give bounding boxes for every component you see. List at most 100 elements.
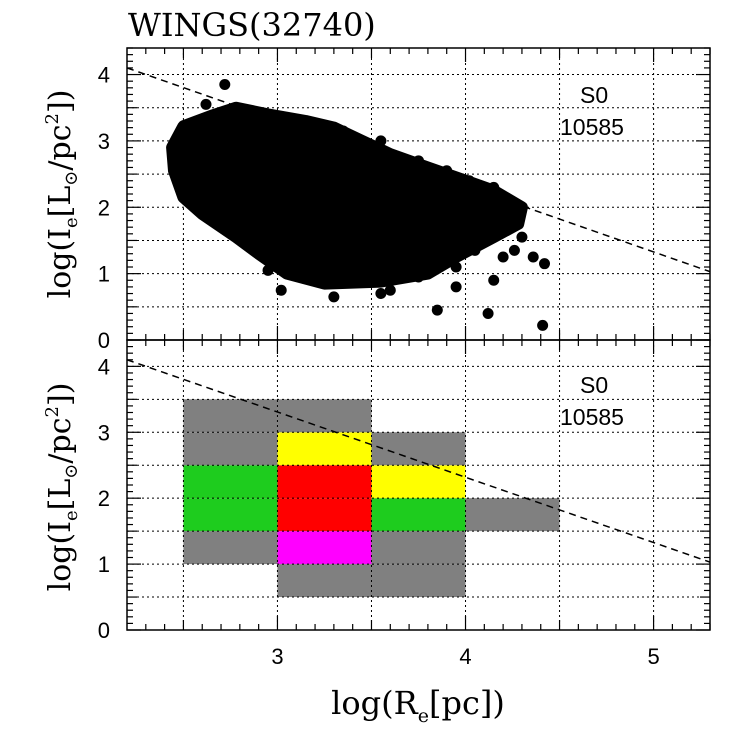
scatter-point	[375, 135, 387, 147]
top-ylabel-text: log(Ie[L⊙/pc2])	[42, 90, 82, 299]
y-tick-label: 3	[98, 420, 110, 445]
top-class-label: S0	[580, 82, 608, 108]
heatmap-cell-green	[371, 498, 466, 532]
heatmap-cell-green	[183, 498, 278, 532]
scatter-point	[413, 271, 424, 283]
chart-title: WINGS(32740)	[128, 6, 376, 44]
top-reference-line	[126, 67, 711, 273]
scatter-point	[281, 254, 293, 266]
heatmap-cell-grey	[371, 531, 466, 565]
y-tick-label: 2	[98, 486, 110, 511]
scatter-point	[375, 288, 387, 300]
bottom-panel: 0 1 2 3 4 3 4 5 S0 10585	[98, 339, 711, 669]
scatter-point	[174, 142, 186, 154]
scatter-point	[516, 231, 528, 243]
scatter-point	[337, 125, 349, 137]
y-tick-label: 0	[98, 618, 110, 643]
scatter-point	[192, 185, 204, 197]
scatter-point	[206, 201, 218, 213]
scatter-point	[224, 218, 236, 230]
scatter-point	[384, 284, 396, 296]
heatmap-cell-grey	[183, 432, 278, 466]
heatmap-cell-grey	[465, 498, 560, 532]
scatter-point	[300, 115, 312, 127]
reference-line	[126, 67, 711, 273]
scatter-point	[243, 238, 255, 250]
scatter-point	[219, 79, 231, 90]
scatter-point	[328, 291, 340, 303]
scatter-point	[356, 264, 368, 276]
y-tick-label: 0	[98, 328, 110, 353]
scatter-point	[208, 112, 220, 124]
heatmap-cell-yellow	[277, 432, 372, 466]
scatter-point	[463, 175, 475, 187]
heatmap-cell-grey	[183, 399, 278, 433]
heatmap-cell-yellow	[371, 465, 466, 499]
heatmap-cell-magenta	[277, 531, 372, 565]
scatter-point	[234, 205, 246, 217]
scatter-point	[482, 307, 494, 319]
y-tick-label: 1	[98, 262, 110, 287]
reference-line	[126, 359, 711, 563]
scatter-point	[497, 251, 509, 263]
xlabel: log(Re[pc])	[331, 684, 505, 727]
heatmap-cell-grey	[277, 399, 372, 433]
scatter-point	[431, 304, 443, 316]
scatter-point	[431, 201, 443, 213]
bottom-ticks: 0 1 2 3 4 3 4 5	[98, 339, 711, 669]
scatter-point	[488, 181, 500, 193]
heatmap-cell-green	[183, 465, 278, 499]
x-tick-label: 3	[271, 644, 283, 669]
scatter-point	[187, 128, 199, 140]
heatmap-cell-grey	[371, 564, 466, 598]
bottom-reference-line	[126, 359, 711, 563]
bottom-class-label: S0	[580, 372, 608, 398]
scatter-point	[262, 108, 274, 120]
heatmap-cells	[183, 399, 560, 598]
scatter-point	[262, 264, 274, 276]
y-tick-label: 1	[98, 552, 110, 577]
scatter-point	[450, 281, 462, 293]
scatter-point	[488, 274, 500, 286]
y-tick-label: 4	[98, 63, 110, 88]
scatter-point	[469, 244, 481, 256]
scatter-point	[234, 110, 246, 122]
scatter-point	[309, 268, 321, 280]
top-ylabel: log(Ie[L⊙/pc2])	[42, 90, 82, 299]
bottom-ylabel: log(Ie[L⊙/pc2])	[42, 383, 82, 592]
scatter-point	[328, 274, 340, 286]
scatter-point	[539, 258, 551, 270]
heatmap-cell-grey	[277, 564, 372, 598]
scatter-point	[275, 284, 287, 296]
y-tick-label: 2	[98, 195, 110, 220]
scatter-point	[403, 248, 415, 260]
scatter-point	[253, 228, 265, 240]
scatter-point	[450, 261, 462, 273]
scatter-point	[527, 251, 539, 263]
scatter-point	[497, 201, 509, 213]
scatter-point	[181, 161, 193, 173]
x-tick-label: 4	[459, 644, 471, 669]
scatter-point	[441, 165, 453, 177]
scatter-point	[394, 165, 406, 177]
heatmap-cell-grey	[183, 531, 278, 565]
top-panel: 0 1 2 3 4 S0 10585	[98, 47, 711, 353]
bottom-ylabel-text: log(Ie[L⊙/pc2])	[42, 383, 82, 592]
scatter-point	[187, 175, 199, 187]
bottom-grid	[127, 340, 710, 630]
scatter-point	[413, 155, 424, 167]
y-tick-label: 3	[98, 129, 110, 154]
y-tick-label: 4	[98, 354, 110, 379]
scatter-point	[478, 205, 490, 217]
scatter-point	[200, 98, 212, 110]
scatter-point	[469, 228, 481, 240]
x-tick-label: 5	[647, 644, 659, 669]
scatter-point	[215, 195, 227, 207]
heatmap-cell-grey	[371, 432, 466, 466]
bottom-count-label: 10585	[560, 404, 624, 430]
scatter-point	[537, 319, 549, 331]
scatter-points	[174, 79, 551, 331]
heatmap-cell-red	[277, 465, 372, 499]
scatter-point	[177, 122, 189, 134]
